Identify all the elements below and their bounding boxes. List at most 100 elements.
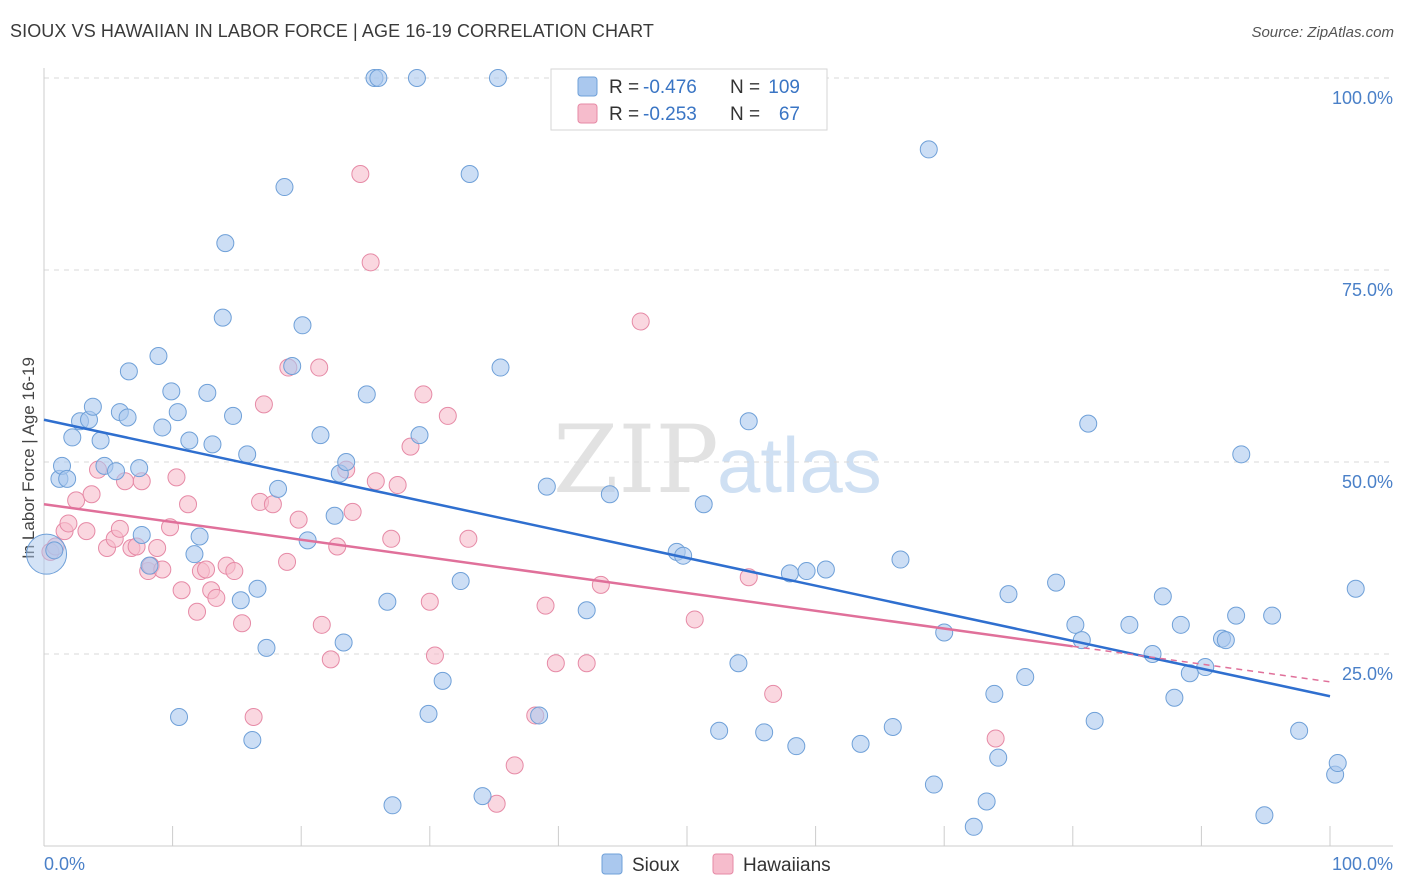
hawaiians-point xyxy=(343,502,362,521)
hawaiians-point xyxy=(167,468,186,487)
hawaiians-point xyxy=(546,654,565,673)
sioux-point xyxy=(488,69,507,87)
sioux-point xyxy=(1255,806,1274,825)
x-tick-label-max: 100.0% xyxy=(1332,854,1393,874)
sioux-point xyxy=(283,357,302,375)
sioux-point xyxy=(710,721,729,740)
sioux-point xyxy=(1016,668,1035,687)
hawaiians-point xyxy=(577,654,596,673)
legend-n-label-hawaiians: N = xyxy=(730,104,760,125)
sioux-point xyxy=(149,347,168,366)
legend-r-label-sioux: R = xyxy=(609,77,639,98)
y-tick-label: 50.0% xyxy=(1342,472,1393,492)
y-axis-label: In Labor Force | Age 16-19 xyxy=(19,357,38,559)
sioux-point xyxy=(1263,606,1282,625)
sioux-point xyxy=(203,435,222,454)
sioux-point xyxy=(293,316,312,335)
hawaiians-point xyxy=(425,646,444,665)
sioux-point xyxy=(140,556,159,575)
sioux-point xyxy=(1153,587,1172,606)
sioux-point xyxy=(891,550,910,569)
sioux-point xyxy=(577,601,596,620)
hawaiians-point xyxy=(536,596,555,615)
hawaiians-point xyxy=(263,495,282,514)
sioux-point xyxy=(1120,615,1139,634)
sioux-point xyxy=(216,234,235,253)
correlation-legend: R = -0.476 N = 109 R = -0.253 N = 67 xyxy=(550,68,828,131)
sioux-point xyxy=(83,397,102,416)
hawaiians-point xyxy=(505,756,524,775)
hawaiians-point xyxy=(310,358,329,377)
hawaiians-point xyxy=(244,707,263,726)
sioux-point xyxy=(989,748,1008,767)
sioux-point xyxy=(1290,721,1309,740)
sioux-point xyxy=(1165,688,1184,707)
hawaiians-point xyxy=(382,529,401,548)
hawaiians-point xyxy=(110,519,129,538)
legend-r-value-sioux: -0.476 xyxy=(643,77,697,98)
hawaiians-point xyxy=(254,395,273,414)
sioux-trend-line xyxy=(43,418,1331,698)
hawaiians-point xyxy=(67,491,86,510)
hawaiians-point xyxy=(361,253,380,272)
hawaiians-point xyxy=(986,729,1005,748)
sioux-point xyxy=(419,704,438,723)
sioux-point xyxy=(119,362,138,381)
sioux-point xyxy=(107,462,126,481)
y-tick-label: 100.0% xyxy=(1332,88,1393,108)
sioux-point xyxy=(334,633,353,652)
sioux-point xyxy=(1346,579,1365,598)
sioux-point xyxy=(985,684,1004,703)
sioux-point xyxy=(1047,573,1066,592)
sioux-point xyxy=(755,723,774,742)
sioux-point xyxy=(153,418,172,437)
trend-lines xyxy=(43,418,1331,698)
hawaiians-point xyxy=(438,406,457,425)
sioux-point xyxy=(185,545,204,564)
hawaiians-point xyxy=(289,510,308,529)
bottom-legend-swatch-sioux xyxy=(601,853,623,875)
sioux-point xyxy=(787,737,806,756)
sioux-point xyxy=(58,469,77,488)
hawaiians-point xyxy=(82,485,101,504)
sioux-point xyxy=(530,706,549,725)
legend-n-value-sioux: 109 xyxy=(768,77,800,98)
hawaiians-point xyxy=(459,529,478,548)
hawaiians-point xyxy=(179,495,198,514)
sioux-point xyxy=(257,638,276,657)
hawaiians-point xyxy=(188,602,207,621)
hawaiians-point xyxy=(77,522,96,541)
x-tick-label-min: 0.0% xyxy=(44,854,85,874)
sioux-point xyxy=(410,426,429,445)
sioux-point xyxy=(190,527,209,546)
sioux-point xyxy=(433,671,452,690)
hawaiians-point xyxy=(225,562,244,581)
sioux-point xyxy=(63,428,82,447)
sioux-point xyxy=(378,592,397,611)
sioux-point xyxy=(1085,711,1104,730)
hawaiians-point xyxy=(148,539,167,558)
hawaiians-point xyxy=(685,610,704,629)
sioux-point xyxy=(238,445,257,464)
x-axis-ticks xyxy=(172,826,1331,846)
hawaiians-point xyxy=(233,614,252,633)
hawaiians-point xyxy=(197,560,216,579)
source-note: Source: ZipAtlas.com xyxy=(1251,24,1394,41)
sioux-points xyxy=(26,69,1365,836)
sioux-point xyxy=(1171,615,1190,634)
sioux-point xyxy=(883,717,902,736)
hawaiians-point xyxy=(591,575,610,594)
hawaiians-point xyxy=(207,588,226,607)
watermark: ZIP atlas xyxy=(553,406,882,515)
sioux-point xyxy=(269,479,288,498)
sioux-point xyxy=(180,431,199,450)
sioux-point xyxy=(248,579,267,598)
hawaiians-point xyxy=(351,165,370,183)
sioux-point xyxy=(357,385,376,404)
sioux-point xyxy=(694,495,713,514)
legend-r-value-hawaiians: -0.253 xyxy=(643,104,697,125)
hawaiians-point xyxy=(631,312,650,331)
hawaiians-point xyxy=(420,592,439,611)
sioux-point xyxy=(729,654,748,673)
